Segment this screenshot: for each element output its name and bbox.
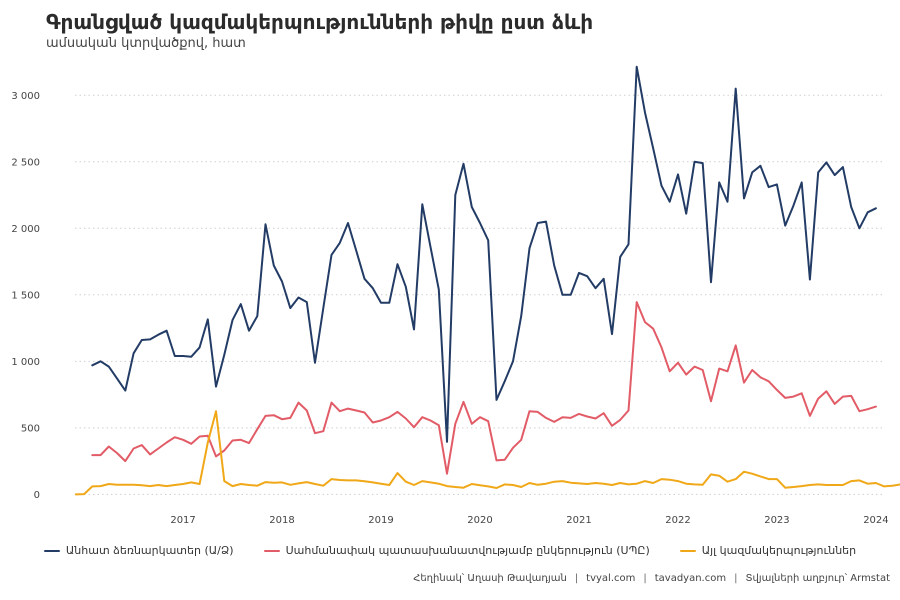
y-tick-label: 1 000 <box>11 357 40 368</box>
chart-title: Գրանցված կազմակերպությունների թիվը ըստ ձ… <box>46 10 594 34</box>
x-axis-ticks: 2017 2018 2019 2020 2021 2022 2023 2024 <box>170 515 888 526</box>
legend-swatch <box>263 549 280 552</box>
y-tick-label: 1 500 <box>11 290 40 301</box>
legend-swatch <box>679 549 696 552</box>
legend-item-individual-entrepreneur: Անհատ ձեռնարկատեր (Ա/Ձ) <box>43 544 234 557</box>
x-tick-label: 2020 <box>467 515 492 526</box>
y-tick-label: 2 000 <box>11 224 40 235</box>
legend-label: Այլ կազմակերպություններ <box>701 544 857 557</box>
footer-separator: | <box>643 573 647 584</box>
x-tick-label: 2023 <box>764 515 789 526</box>
y-axis-ticks: 0 500 1 000 1 500 2 000 2 500 3 000 <box>11 91 40 501</box>
legend-label: Սահմանափակ պատասխանատվությամբ ընկերությո… <box>285 544 650 557</box>
line-series-other-organizations <box>74 410 900 496</box>
footer-separator: | <box>734 573 738 584</box>
x-tick-label: 2024 <box>863 515 888 526</box>
legend-item-other-organizations: Այլ կազմակերպություններ <box>679 544 857 557</box>
footer-site-tvyal: tvyal.com <box>586 573 636 584</box>
x-tick-label: 2018 <box>269 515 294 526</box>
footer-source: Տվյալների աղբյուր՝ Armstat <box>745 573 890 584</box>
footer-site-tavadyan: tavadyan.com <box>654 573 727 584</box>
legend-swatch <box>43 549 60 552</box>
y-tick-label: 500 <box>21 423 40 434</box>
y-tick-label: 2 500 <box>11 157 40 168</box>
chart-subtitle: ամսական կտրվածքով, հատ <box>46 36 246 51</box>
legend: Անհատ ձեռնարկատեր (Ա/Ձ) Սահմանափակ պատասխ… <box>0 544 900 557</box>
legend-item-llc: Սահմանափակ պատասխանատվությամբ ընկերությո… <box>263 544 650 557</box>
x-tick-label: 2021 <box>566 515 591 526</box>
grid-lines <box>75 94 885 495</box>
y-tick-label: 3 000 <box>11 91 40 102</box>
footer-separator: | <box>574 573 579 584</box>
x-tick-label: 2019 <box>368 515 393 526</box>
footer-author: Հեղինակ՝ Աղասի Թավադյան <box>413 573 567 584</box>
x-tick-label: 2017 <box>170 515 195 526</box>
footer: Հեղինակ՝ Աղասի Թավադյան | tvyal.com | tavady… <box>413 573 890 584</box>
line-series-individual-entrepreneur <box>91 65 877 443</box>
series-lines <box>74 65 900 496</box>
y-tick-label: 0 <box>34 490 40 501</box>
x-tick-label: 2022 <box>665 515 690 526</box>
legend-label: Անհատ ձեռնարկատեր (Ա/Ձ) <box>65 544 234 557</box>
line-series-llc <box>91 301 877 475</box>
